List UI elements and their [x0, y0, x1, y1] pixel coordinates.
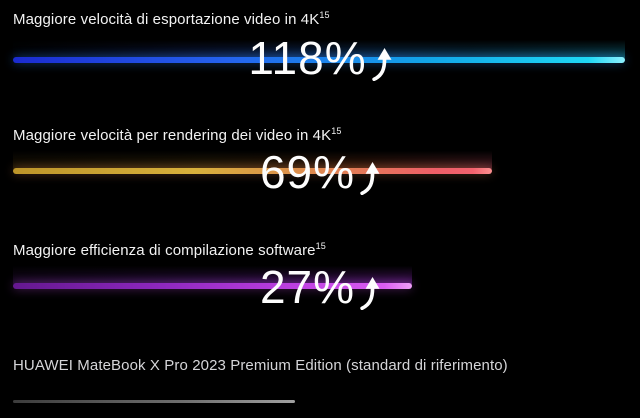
increase-arrow-icon: [371, 48, 392, 81]
footnote-marker: 15: [331, 126, 342, 136]
stat-bar: [13, 57, 625, 63]
scrollbar-thumb[interactable]: [13, 400, 295, 403]
stat-label: Maggiore efficienza di compilazione soft…: [13, 241, 326, 260]
stat-bar: [13, 168, 492, 174]
stat-label-text: Maggiore efficienza di compilazione soft…: [13, 242, 316, 259]
stat-label-text: Maggiore velocità di esportazione video …: [13, 11, 320, 28]
footnote-marker: 15: [319, 10, 330, 20]
bar-glow: [13, 39, 625, 59]
stat-value-text: 27%: [259, 261, 356, 313]
baseline-note: HUAWEI MateBook X Pro 2023 Premium Editi…: [13, 357, 508, 374]
stat-value: 69%: [0, 149, 640, 195]
stat-bar: [13, 283, 412, 289]
stat-label: Maggiore velocità per rendering dei vide…: [13, 126, 342, 145]
stat-label-text: Maggiore velocità per rendering dei vide…: [13, 127, 332, 144]
stat-value: 118%: [0, 35, 640, 81]
stat-value-text: 118%: [248, 32, 367, 84]
footnote-marker: 15: [315, 241, 326, 251]
stat-label: Maggiore velocità di esportazione video …: [13, 10, 330, 29]
increase-arrow-icon: [360, 277, 380, 310]
stat-value: 27%: [0, 264, 640, 310]
stat-value-text: 69%: [259, 146, 356, 198]
bar-glow: [13, 265, 412, 285]
increase-arrow-icon: [360, 162, 380, 195]
